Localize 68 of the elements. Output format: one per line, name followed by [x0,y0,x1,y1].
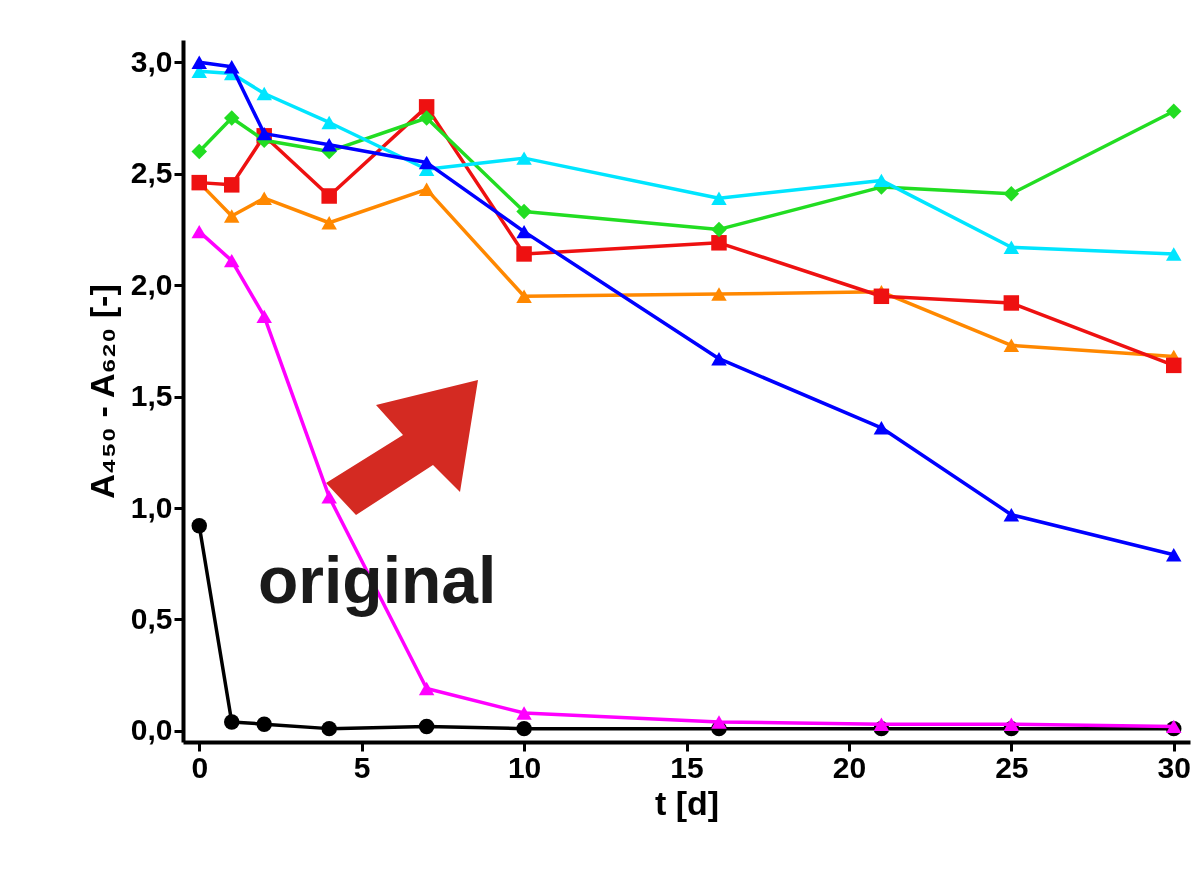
point [1166,247,1182,261]
x-tick-label: 15 [670,750,704,784]
x-tick-label: 20 [832,750,867,784]
point [1003,295,1020,311]
point [1003,240,1020,254]
point [711,191,727,205]
point [711,221,727,238]
point [1003,338,1020,353]
point [256,716,272,732]
point [321,720,337,737]
point [873,173,890,188]
point [321,216,337,230]
point [418,110,435,126]
point [191,55,207,69]
point [321,115,337,130]
point [191,143,207,160]
point [418,718,435,735]
y-tick-label: 2,5 [130,156,173,190]
point [191,518,207,534]
point [516,720,532,737]
y-tick-label: 2,0 [130,267,173,301]
x-tick-label: 5 [353,750,371,784]
point [418,155,435,170]
point [516,203,532,220]
point [223,209,240,223]
point [516,706,532,720]
point [1003,186,1020,202]
point [223,714,240,730]
point [321,138,337,152]
point [516,246,532,262]
point [418,182,435,197]
point [516,151,532,165]
point [321,490,337,504]
point [516,224,532,239]
point [223,60,240,74]
point [873,288,890,305]
point [223,253,240,268]
point [1003,717,1020,731]
point [711,235,727,251]
y-tick-label: 0,0 [130,713,173,747]
point [191,224,207,239]
y-axis-title: A₄₅₀ - A₆₂₀ [-] [82,284,121,499]
y-tick-label: 1,0 [130,490,173,524]
point [223,110,240,126]
point [1003,507,1020,522]
point [873,421,890,435]
y-tick-label: 1,5 [130,379,173,413]
point [256,191,272,205]
y-tick-label: 0,5 [130,601,173,635]
point [418,681,435,696]
point [1166,103,1182,120]
point [321,188,337,204]
point [711,351,727,366]
point [1166,357,1182,374]
point [711,287,727,301]
point [1166,548,1182,562]
x-tick-label: 25 [995,750,1029,784]
point [516,289,532,303]
x-tick-label: 10 [507,750,542,784]
x-tick-label: 0 [191,750,209,784]
point [873,717,890,731]
point [711,715,727,729]
point [256,86,272,101]
x-axis-title: t [d] [654,783,720,822]
y-tick-label: 3,0 [130,44,173,78]
x-tick-label: 30 [1157,750,1191,784]
point [256,309,272,324]
point [223,177,240,193]
